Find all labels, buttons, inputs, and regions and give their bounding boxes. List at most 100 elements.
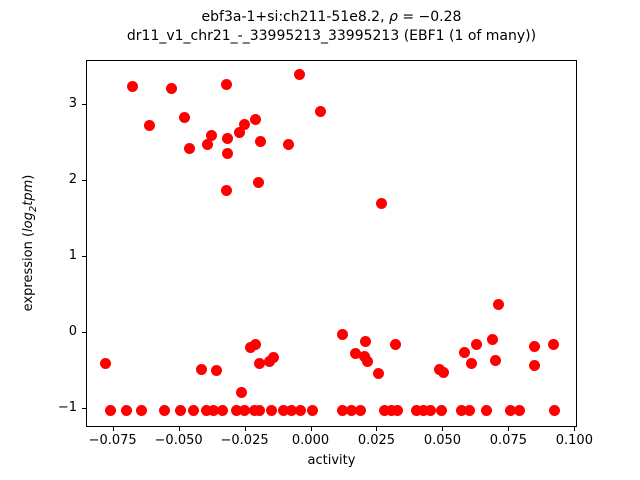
- chart-title: ebf3a-1+si:ch211-51e8.2, ρ = −0.28 dr11_…: [86, 8, 577, 46]
- scatter-point: [254, 357, 266, 369]
- scatter-point: [267, 352, 279, 364]
- y-tick-mark: [82, 407, 86, 409]
- scatter-point: [239, 405, 250, 417]
- y-tick-label: 1: [68, 247, 77, 263]
- scatter-point: [528, 340, 540, 352]
- x-tick-label: −0.075: [88, 433, 137, 448]
- ylabel-suffix: ): [21, 174, 37, 180]
- scatter-point: [410, 405, 422, 417]
- x-tick-mark: [508, 427, 510, 431]
- scatter-point: [455, 405, 467, 417]
- scatter-point: [220, 78, 232, 90]
- chart-title-line1: ebf3a-1+si:ch211-51e8.2, ρ = −0.28: [86, 8, 577, 27]
- scatter-point: [200, 405, 212, 417]
- ylabel-tpm: tpm: [21, 179, 37, 206]
- scatter-point: [165, 83, 177, 95]
- scatter-point: [378, 405, 390, 417]
- scatter-point: [104, 405, 116, 417]
- ylabel-log: log: [21, 212, 37, 232]
- scatter-point: [435, 405, 447, 417]
- scatter-point: [282, 139, 294, 151]
- scatter-point: [375, 197, 387, 209]
- x-tick-label: 0.075: [489, 433, 527, 448]
- ylabel-subscript: 2: [27, 205, 39, 213]
- x-tick-label: 0.100: [555, 433, 593, 448]
- x-tick-mark: [112, 427, 114, 431]
- scatter-point: [120, 405, 132, 417]
- scatter-point: [493, 299, 505, 311]
- scatter-point: [184, 143, 196, 155]
- scatter-point: [489, 354, 501, 366]
- scatter-point: [437, 366, 449, 378]
- x-tick-mark: [310, 427, 312, 431]
- scatter-point: [127, 80, 139, 92]
- scatter-point: [391, 405, 403, 417]
- x-tick-label: 0.050: [423, 433, 462, 448]
- scatter-point: [265, 405, 277, 417]
- scatter-point: [249, 114, 261, 126]
- scatter-point: [195, 363, 207, 375]
- scatter-point: [285, 405, 297, 417]
- x-tick-mark: [376, 427, 378, 431]
- scatter-point: [99, 358, 111, 370]
- scatter-point: [277, 405, 289, 417]
- scatter-point: [250, 338, 262, 350]
- x-tick-mark: [178, 427, 180, 431]
- x-tick-label: 0.000: [291, 433, 330, 448]
- scatter-point: [360, 336, 372, 348]
- scatter-point: [187, 405, 199, 417]
- scatter-point: [459, 346, 471, 358]
- scatter-point: [294, 405, 306, 417]
- scatter-point: [254, 136, 266, 148]
- chart-title-line2: dr11_v1_chr21_-_33995213_33995213 (EBF1 …: [126, 28, 537, 44]
- scatter-point: [307, 405, 319, 417]
- y-tick-mark: [82, 331, 86, 333]
- scatter-point: [205, 130, 217, 142]
- scatter-point: [239, 118, 250, 130]
- scatter-point: [417, 405, 429, 417]
- scatter-point: [513, 405, 525, 417]
- x-tick-mark: [442, 427, 444, 431]
- scatter-point: [487, 334, 499, 345]
- scatter-point: [230, 405, 242, 417]
- x-tick-mark: [574, 427, 576, 431]
- scatter-point: [210, 365, 222, 377]
- title-rho-symbol: ρ: [389, 9, 398, 25]
- title-rho-value: = −0.28: [397, 9, 462, 25]
- scatter-point: [253, 405, 265, 417]
- scatter-point: [361, 356, 373, 368]
- y-tick-label: 2: [68, 171, 77, 187]
- scatter-point: [235, 387, 247, 399]
- scatter-point: [233, 127, 245, 139]
- scatter-point: [178, 111, 190, 123]
- scatter-point: [373, 368, 385, 380]
- scatter-point: [345, 405, 357, 417]
- x-axis-label: activity: [307, 453, 356, 468]
- y-axis-label-text: expression (log2tpm): [21, 175, 39, 312]
- scatter-point: [220, 184, 232, 196]
- y-tick-label: 3: [68, 95, 77, 111]
- scatter-point: [159, 405, 171, 417]
- y-tick-mark: [82, 255, 86, 257]
- scatter-point: [354, 405, 366, 417]
- scatter-point: [175, 405, 187, 417]
- scatter-point: [528, 359, 540, 371]
- scatter-point: [135, 405, 147, 417]
- scatter-point: [465, 357, 477, 369]
- y-tick-mark: [82, 103, 86, 105]
- y-tick-label: 0: [68, 323, 77, 339]
- x-tick-label: −0.025: [220, 433, 269, 448]
- scatter-point: [143, 120, 155, 132]
- scatter-point: [221, 148, 233, 160]
- scatter-point: [504, 405, 516, 417]
- y-tick-mark: [82, 179, 86, 181]
- scatter-point: [314, 105, 326, 117]
- x-tick-label: −0.050: [154, 433, 203, 448]
- scatter-point: [480, 405, 492, 417]
- scatter-point: [336, 405, 348, 417]
- x-tick-label: 0.025: [357, 433, 396, 448]
- y-tick-label: −1: [57, 399, 77, 415]
- scatter-point: [547, 338, 559, 350]
- scatter-point: [471, 339, 483, 351]
